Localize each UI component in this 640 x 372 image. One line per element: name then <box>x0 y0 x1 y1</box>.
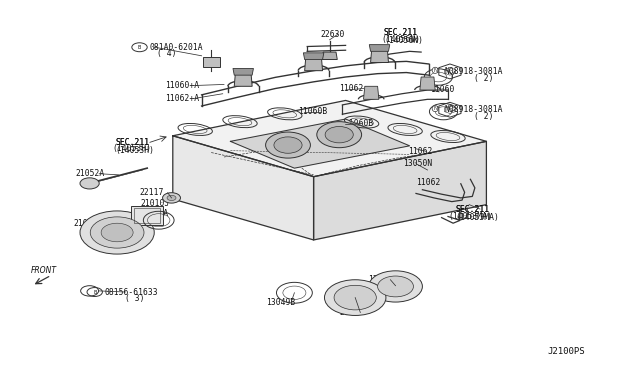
Text: B: B <box>93 289 97 295</box>
Text: 13049B: 13049B <box>266 298 295 307</box>
Text: (14056N): (14056N) <box>384 36 423 45</box>
Polygon shape <box>234 71 252 86</box>
Polygon shape <box>314 141 486 240</box>
Text: (14053MA): (14053MA) <box>456 213 500 222</box>
Polygon shape <box>233 68 253 75</box>
Text: 21200: 21200 <box>339 308 364 317</box>
Text: J2100PS: J2100PS <box>547 347 585 356</box>
Polygon shape <box>371 48 388 62</box>
Circle shape <box>324 280 386 315</box>
Circle shape <box>274 137 302 153</box>
Circle shape <box>80 211 154 254</box>
Text: (14053MA): (14053MA) <box>448 212 492 221</box>
Text: ( 3): ( 3) <box>125 294 144 303</box>
Text: 22630: 22630 <box>320 30 344 39</box>
Text: ( 2): ( 2) <box>474 112 493 121</box>
Text: 11062: 11062 <box>416 178 440 187</box>
Text: 21010JA: 21010JA <box>134 209 168 218</box>
Circle shape <box>317 122 362 148</box>
Circle shape <box>325 126 353 143</box>
Text: (14053H): (14053H) <box>112 144 151 153</box>
Polygon shape <box>420 77 435 90</box>
Circle shape <box>334 285 376 310</box>
Text: 11062: 11062 <box>408 147 433 156</box>
Text: SEC.211: SEC.211 <box>115 138 149 147</box>
Text: FRONT: FRONT <box>31 266 56 275</box>
Text: ( 4): ( 4) <box>157 49 176 58</box>
Circle shape <box>90 217 144 248</box>
Polygon shape <box>322 52 337 60</box>
Text: 11060+A: 11060+A <box>165 81 199 90</box>
Text: 08156-61633: 08156-61633 <box>105 288 159 296</box>
Text: N: N <box>433 68 437 73</box>
Polygon shape <box>203 57 220 67</box>
Text: N08918-3081A: N08918-3081A <box>444 67 502 76</box>
Text: 081A0-6201A: 081A0-6201A <box>150 43 204 52</box>
Text: 11060B: 11060B <box>344 119 374 128</box>
Polygon shape <box>305 56 323 71</box>
Polygon shape <box>173 100 486 177</box>
Text: ( 2): ( 2) <box>474 74 493 83</box>
Text: 13050N: 13050N <box>403 159 433 168</box>
Text: 11060: 11060 <box>430 85 454 94</box>
Text: 11060B: 11060B <box>298 107 327 116</box>
Circle shape <box>163 193 180 203</box>
Text: 11062+A: 11062+A <box>165 94 199 103</box>
Text: SEC.211: SEC.211 <box>456 205 490 214</box>
Text: 22117: 22117 <box>140 188 164 197</box>
Text: 21052A: 21052A <box>76 169 105 178</box>
Polygon shape <box>303 53 324 60</box>
Text: (14053H): (14053H) <box>115 146 154 155</box>
Circle shape <box>101 223 133 242</box>
Text: SEC.211: SEC.211 <box>115 138 149 147</box>
Text: 21010J: 21010J <box>141 199 170 208</box>
Text: (14056N): (14056N) <box>381 35 420 44</box>
Polygon shape <box>173 136 314 240</box>
Text: N: N <box>433 106 437 111</box>
Polygon shape <box>131 206 163 225</box>
Text: 21010: 21010 <box>74 219 98 228</box>
Text: SEC.211: SEC.211 <box>384 28 418 37</box>
Circle shape <box>167 195 176 201</box>
Circle shape <box>266 132 310 158</box>
Circle shape <box>369 271 422 302</box>
Text: 13050P: 13050P <box>368 275 397 284</box>
Text: N08918-3081A: N08918-3081A <box>444 105 502 114</box>
Text: SEC.211: SEC.211 <box>384 28 418 37</box>
Polygon shape <box>364 86 379 99</box>
Polygon shape <box>369 45 390 51</box>
Text: B: B <box>138 45 141 50</box>
Text: SEC.211: SEC.211 <box>456 205 490 214</box>
Circle shape <box>378 276 413 297</box>
Text: 11062: 11062 <box>339 84 364 93</box>
Polygon shape <box>230 119 410 168</box>
Circle shape <box>80 178 99 189</box>
